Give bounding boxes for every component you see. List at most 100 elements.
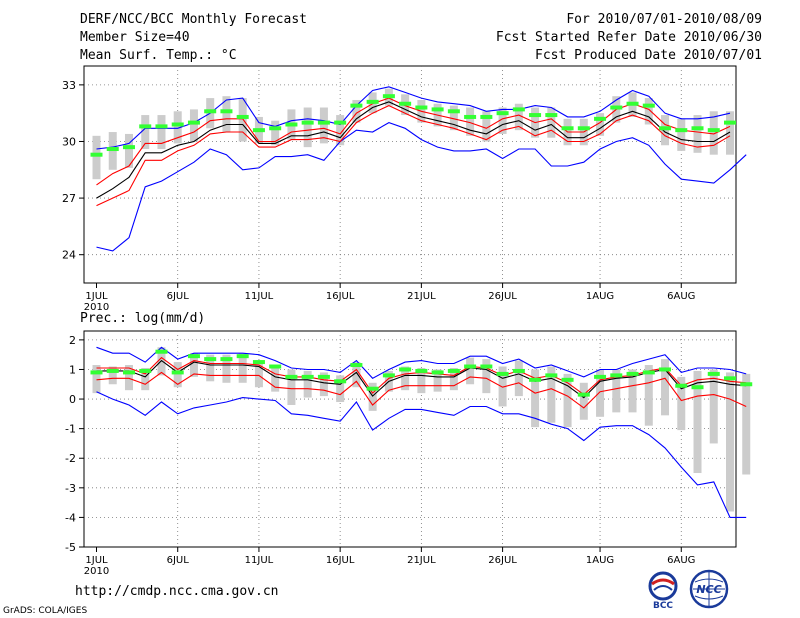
spread-box <box>108 366 117 385</box>
series-p90-line <box>96 97 731 186</box>
spread-box <box>336 375 345 403</box>
x-tick-label: 16JUL <box>326 555 355 566</box>
median-marker <box>155 124 168 129</box>
spread-box <box>124 365 133 391</box>
y-tick-label: 1 <box>69 363 76 376</box>
median-marker <box>691 126 704 131</box>
median-marker <box>350 363 363 368</box>
spread-box <box>709 111 718 155</box>
median-marker <box>350 103 363 108</box>
median-marker <box>90 370 103 375</box>
median-marker <box>399 367 412 372</box>
median-marker <box>642 103 655 108</box>
spread-box <box>482 111 491 142</box>
y-tick-label: -1 <box>65 423 76 436</box>
x-tick-label: 1JUL <box>85 291 108 302</box>
x-tick-label: 21JUL <box>407 291 436 302</box>
median-marker <box>431 107 444 112</box>
x-tick-label: 11JUL <box>245 291 274 302</box>
spread-box <box>238 98 247 142</box>
median-marker <box>366 99 379 104</box>
median-marker <box>529 377 542 382</box>
spread-box <box>726 372 734 512</box>
spread-box <box>677 118 686 151</box>
spread-box <box>222 96 231 133</box>
series-min-line <box>96 391 747 518</box>
plot-frame <box>83 330 737 548</box>
spread-box <box>303 107 312 148</box>
chart-title: DERF/NCC/BCC Monthly Forecast <box>80 12 307 27</box>
median-marker <box>187 354 200 359</box>
spread-box <box>449 105 458 131</box>
panel-temperature: 24 27 30 33 1JUL 6JUL 11JUL 16JUL 21JUL 26JUL 1AUG… <box>62 65 747 313</box>
spread-box <box>238 353 247 383</box>
median-marker <box>415 105 428 110</box>
median-marker <box>512 107 525 112</box>
spread-box <box>709 369 718 444</box>
median-marker <box>366 386 379 391</box>
median-marker <box>204 357 217 362</box>
median-marker <box>106 147 119 152</box>
x-tick-label: 6JUL <box>167 555 190 566</box>
median-marker <box>236 354 249 359</box>
spread-box <box>644 365 653 426</box>
x-year-label: 2010 <box>84 566 109 577</box>
spread-box <box>433 369 442 392</box>
x-tick-label: 11JUL <box>245 555 274 566</box>
median-marker <box>139 368 152 373</box>
median-marker <box>577 126 590 131</box>
x-tick-label: 6AUG <box>667 555 695 566</box>
median-marker <box>480 364 493 369</box>
median-marker <box>691 385 704 390</box>
spread-box <box>531 369 540 428</box>
spread-box <box>547 107 556 138</box>
x-tick-label: 21JUL <box>407 555 436 566</box>
median-marker <box>594 374 607 379</box>
refer-date: Fcst Started Refer Date 2010/06/30 <box>495 30 762 45</box>
median-marker <box>334 379 347 384</box>
source-url[interactable]: http://cmdp.ncc.cma.gov.cn <box>75 584 279 599</box>
spread-box <box>352 99 361 123</box>
median-marker <box>171 370 184 375</box>
spread-box <box>579 382 588 420</box>
spread-box <box>466 107 475 136</box>
median-marker <box>447 109 460 114</box>
median-marker <box>626 371 639 376</box>
spread-box <box>742 373 751 475</box>
median-marker <box>399 101 412 106</box>
median-marker <box>122 370 135 375</box>
spread-box <box>644 98 653 125</box>
ncc-logo-text: NCC <box>696 583 721 596</box>
median-marker <box>139 124 152 129</box>
forecast-period: For 2010/07/01-2010/08/09 <box>566 12 762 27</box>
series-p10-line <box>96 371 747 409</box>
series-max-line <box>96 346 747 379</box>
spread-box <box>514 103 523 131</box>
x-tick-label: 6JUL <box>167 291 190 302</box>
spread-box <box>271 365 280 392</box>
spread-box <box>596 369 605 417</box>
series-p10-line <box>96 104 731 207</box>
spread-box <box>677 376 686 431</box>
median-marker <box>415 368 428 373</box>
median-marker <box>675 128 688 133</box>
precip-title: Prec.: log(mm/d) <box>80 311 205 326</box>
median-marker <box>659 367 672 372</box>
spread-box <box>173 111 182 144</box>
median-marker <box>220 357 233 362</box>
spread-box <box>336 115 345 146</box>
median-marker <box>382 373 395 378</box>
median-marker <box>285 374 298 379</box>
median-marker <box>529 113 542 118</box>
median-marker <box>707 128 720 133</box>
spread-box <box>124 133 133 168</box>
median-marker <box>740 382 753 387</box>
median-marker <box>496 111 509 116</box>
y-tick-label: -2 <box>65 452 76 465</box>
produced-date: Fcst Produced Date 2010/07/01 <box>535 48 762 63</box>
y-tick-label: 27 <box>62 192 76 205</box>
spread-box <box>547 366 556 423</box>
bcc-logo-text: BCC <box>653 601 673 610</box>
